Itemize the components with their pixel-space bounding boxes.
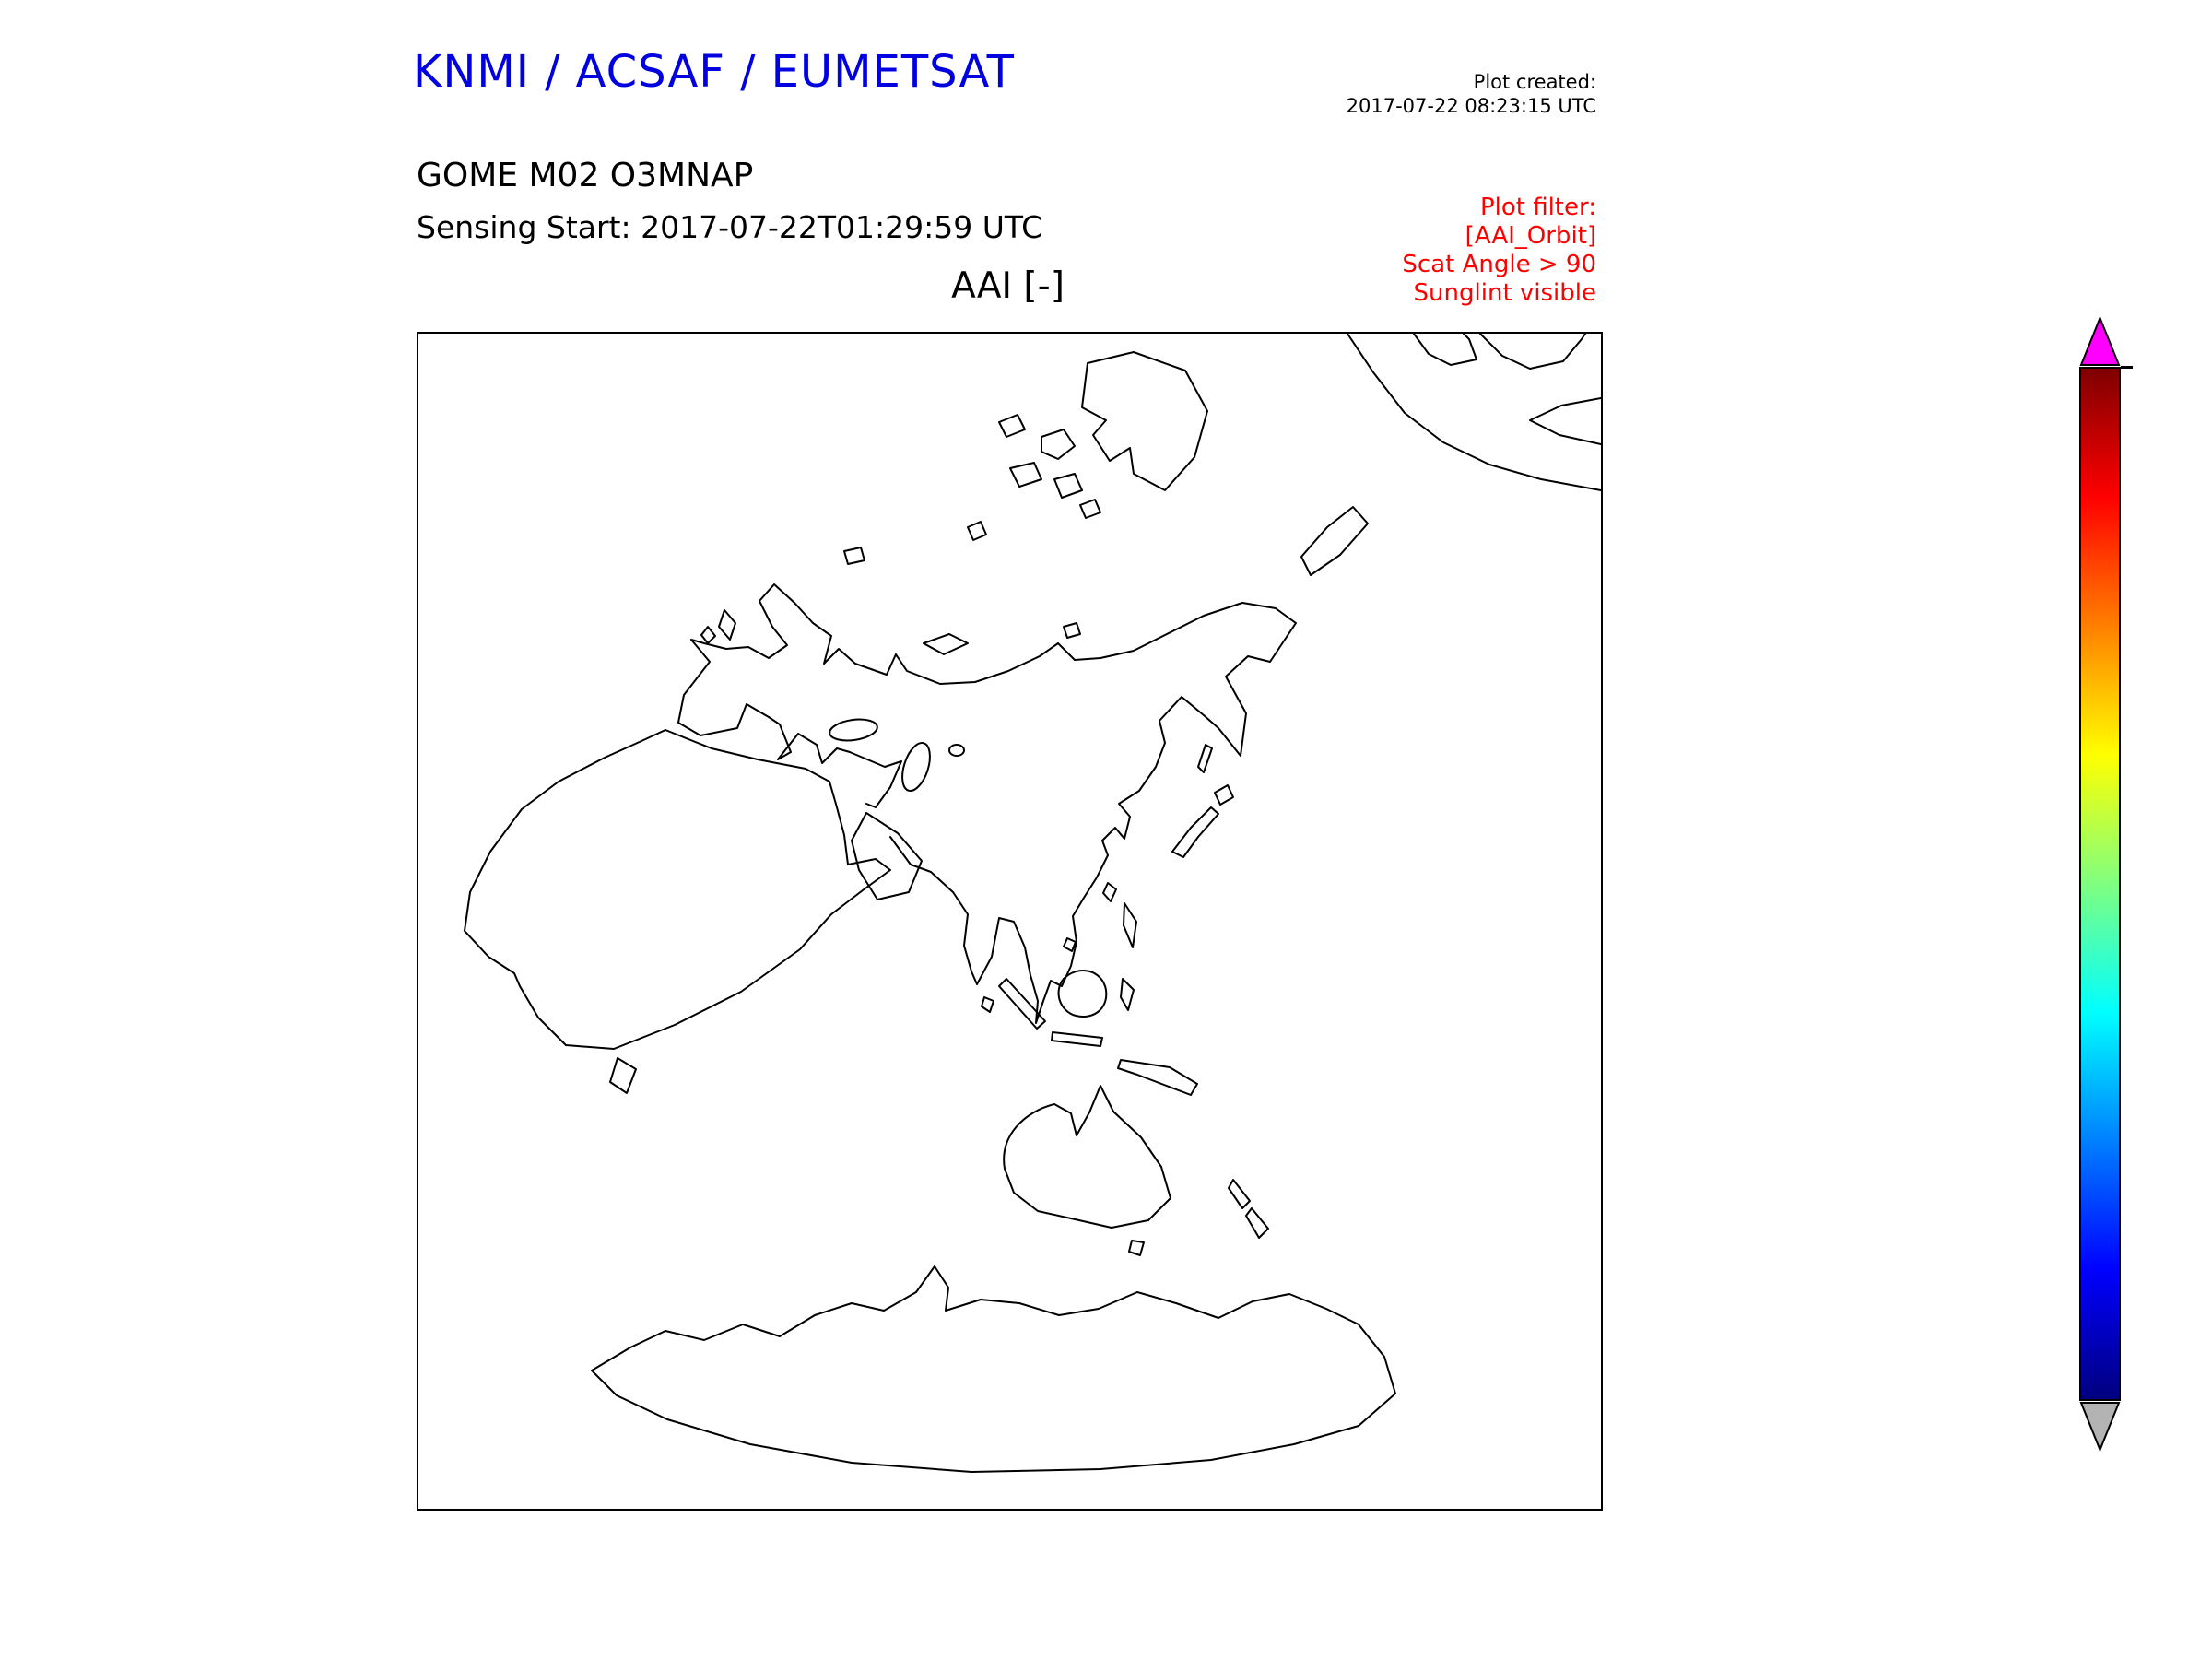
coastline-sumatra xyxy=(998,978,1046,1030)
map-frame xyxy=(417,332,1603,1511)
coastline-north-america xyxy=(1347,334,1601,491)
coastline-sri-lanka xyxy=(981,996,994,1013)
coastline-severnaya-zemlya xyxy=(1063,622,1081,639)
plot-title: AAI [-] xyxy=(951,265,1065,307)
coastline-greenland xyxy=(1081,351,1208,491)
colorbar-under-arrow xyxy=(2079,1402,2121,1452)
coastline-arctic-island-2 xyxy=(1009,462,1042,488)
coastline-alaska xyxy=(1300,506,1369,576)
coastline-new-guinea xyxy=(1117,1059,1198,1096)
coastline-arctic-island-3 xyxy=(1053,473,1083,499)
sensing-start: Sensing Start: 2017-07-22T01:29:59 UTC xyxy=(417,209,1043,245)
colorbar-tick-labels xyxy=(2121,365,2212,1401)
coastline-nz-south xyxy=(1245,1207,1269,1239)
plot-filter-line: Sunglint visible xyxy=(1413,279,1596,307)
coastline-tasmania xyxy=(1128,1240,1145,1256)
plot-created: Plot created: 2017-07-22 08:23:15 UTC xyxy=(1347,70,1596,118)
plot-filter-line: Plot filter: xyxy=(1479,194,1596,221)
lake-caspian xyxy=(901,742,931,792)
coastline-iceland xyxy=(843,547,865,565)
coastline-arctic-island-4 xyxy=(998,414,1026,438)
coastline-antarctica xyxy=(591,1265,1396,1473)
coastline-arctic-canada-1 xyxy=(1479,334,1586,370)
coastline-arctic-island-5 xyxy=(1079,499,1101,519)
plot-created-value: 2017-07-22 08:23:15 UTC xyxy=(1346,95,1596,117)
coastline-japan-honshu xyxy=(1171,806,1219,858)
coastline-borneo xyxy=(1057,970,1108,1018)
map-canvas xyxy=(464,334,1601,1473)
colorbar-tick-mark xyxy=(2121,365,2133,369)
lake-black-sea xyxy=(829,718,878,742)
coastline-ireland xyxy=(700,626,716,644)
product-name: GOME M02 O3MNAP xyxy=(417,157,754,194)
coastline-eurasia xyxy=(677,583,1297,1024)
colorbar xyxy=(2079,316,2212,1533)
coastline-arctic-canada-2 xyxy=(1413,334,1477,366)
colorbar-gradient-bar xyxy=(2079,367,2121,1401)
org-title: KNMI / ACSAF / EUMETSAT xyxy=(413,46,1015,98)
plot-created-label: Plot created: xyxy=(1473,71,1596,93)
coastline-madagascar xyxy=(609,1057,637,1094)
colorbar-over-arrow xyxy=(2079,316,2121,366)
coastline-svalbard xyxy=(967,521,987,541)
coastline-arctic-island-1 xyxy=(1041,429,1076,460)
coastline-hudson xyxy=(1529,397,1601,445)
coastline-uk xyxy=(718,609,736,641)
plot-filter-line: [AAI_Orbit] xyxy=(1465,222,1596,250)
lake-aral xyxy=(948,744,965,757)
coastline-hokkaido xyxy=(1214,784,1234,806)
plot-filter: Plot filter: [AAI_Orbit] Scat Angle > 90 Su… xyxy=(1402,194,1596,308)
coastline-sulawesi xyxy=(1120,978,1135,1011)
coastline-novaya-zemlya xyxy=(923,633,969,655)
coastline-arabia xyxy=(851,812,923,900)
coastline-africa xyxy=(464,729,891,1050)
plot-filter-line: Scat Angle > 90 xyxy=(1402,251,1596,278)
coastline-sakhalin xyxy=(1197,744,1213,773)
coastline-philippines xyxy=(1123,902,1137,948)
coastline-australia xyxy=(1003,1085,1171,1229)
coastline-taiwan xyxy=(1102,882,1117,902)
coastlines xyxy=(464,334,1601,1473)
coastline-nz-north xyxy=(1228,1179,1251,1209)
coastline-java xyxy=(1051,1031,1103,1047)
coastline-hainan xyxy=(1063,937,1077,952)
